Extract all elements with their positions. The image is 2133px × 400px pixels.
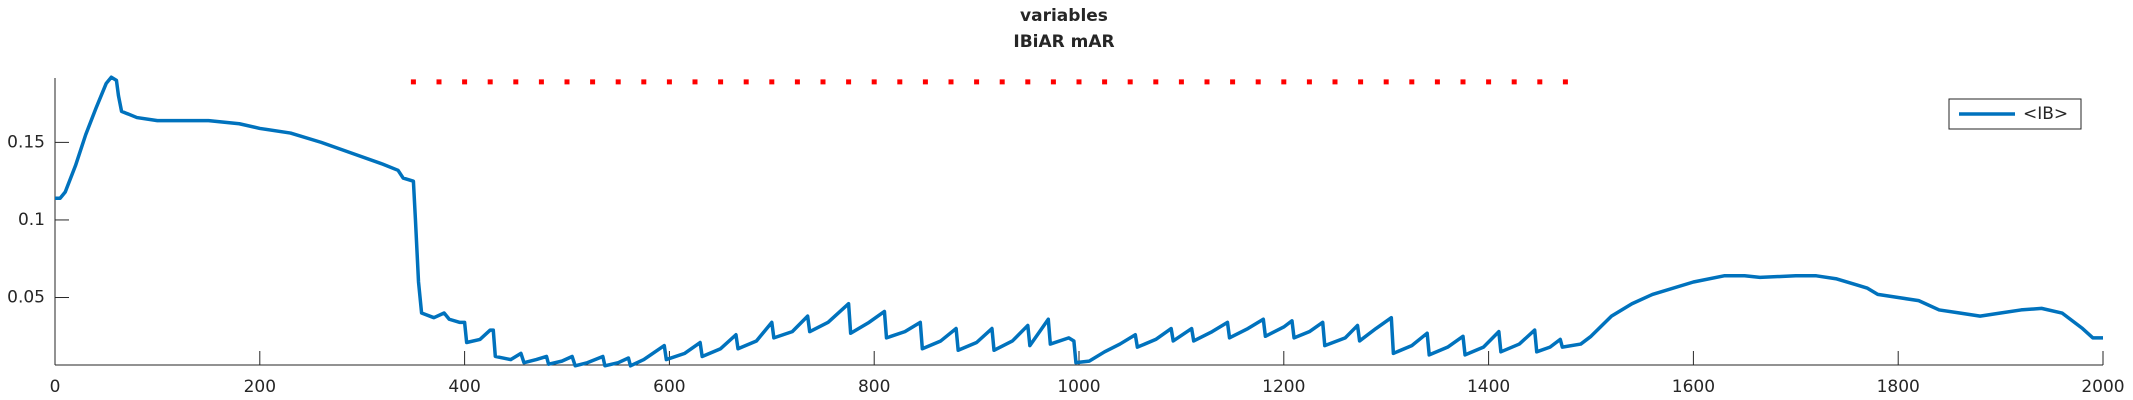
data-point — [410, 79, 416, 85]
data-point — [1025, 79, 1031, 85]
legend-label: <IB> — [2023, 104, 2068, 124]
data-point — [769, 79, 775, 85]
data-point — [666, 79, 672, 85]
data-point — [1562, 79, 1568, 85]
data-point — [641, 79, 647, 85]
data-point — [1076, 79, 1082, 85]
data-point — [1460, 79, 1466, 85]
data-point — [1358, 79, 1364, 85]
data-point — [1511, 79, 1517, 85]
chart-title: variables — [1020, 6, 1108, 26]
data-point — [1409, 79, 1415, 85]
data-point — [462, 79, 468, 85]
x-tick-label: 800 — [858, 377, 890, 397]
y-tick-label: 0.05 — [7, 288, 45, 308]
data-point — [897, 79, 903, 85]
x-tick-label: 1000 — [1057, 377, 1100, 397]
data-point — [1204, 79, 1210, 85]
data-point — [871, 79, 877, 85]
data-point — [1537, 79, 1543, 85]
data-point — [846, 79, 852, 85]
chart-subtitle: IBiAR mAR — [1013, 32, 1114, 52]
data-point — [1486, 79, 1492, 85]
data-point — [718, 79, 724, 85]
x-tick-label: 400 — [448, 377, 480, 397]
x-tick-label: 1800 — [1877, 377, 1920, 397]
data-point — [436, 79, 442, 85]
data-point — [538, 79, 544, 85]
data-point — [1281, 79, 1287, 85]
data-point — [513, 79, 519, 85]
data-point — [1127, 79, 1133, 85]
data-point — [1050, 79, 1056, 85]
data-point — [948, 79, 954, 85]
data-point — [820, 79, 826, 85]
y-tick-label: 0.1 — [18, 210, 45, 230]
data-point — [1383, 79, 1389, 85]
data-point — [743, 79, 749, 85]
x-tick-label: 1200 — [1262, 377, 1305, 397]
data-point — [590, 79, 596, 85]
data-point — [1230, 79, 1236, 85]
data-point — [1102, 79, 1108, 85]
data-point — [1306, 79, 1312, 85]
data-point — [999, 79, 1005, 85]
data-point — [564, 79, 570, 85]
data-point — [794, 79, 800, 85]
data-point — [1332, 79, 1338, 85]
data-point — [487, 79, 493, 85]
data-point — [1153, 79, 1159, 85]
data-point — [974, 79, 980, 85]
x-tick-label: 2000 — [2081, 377, 2124, 397]
data-point — [922, 79, 928, 85]
y-tick-label: 0.15 — [7, 132, 45, 152]
data-point — [1178, 79, 1184, 85]
data-point — [615, 79, 621, 85]
x-tick-label: 200 — [244, 377, 276, 397]
data-line — [55, 75, 2103, 368]
x-tick-label: 0 — [50, 377, 61, 397]
data-point — [1255, 79, 1261, 85]
data-point — [1434, 79, 1440, 85]
x-tick-label: 1400 — [1467, 377, 1510, 397]
x-tick-label: 1600 — [1672, 377, 1715, 397]
x-tick-label: 600 — [653, 377, 685, 397]
data-point — [692, 79, 698, 85]
